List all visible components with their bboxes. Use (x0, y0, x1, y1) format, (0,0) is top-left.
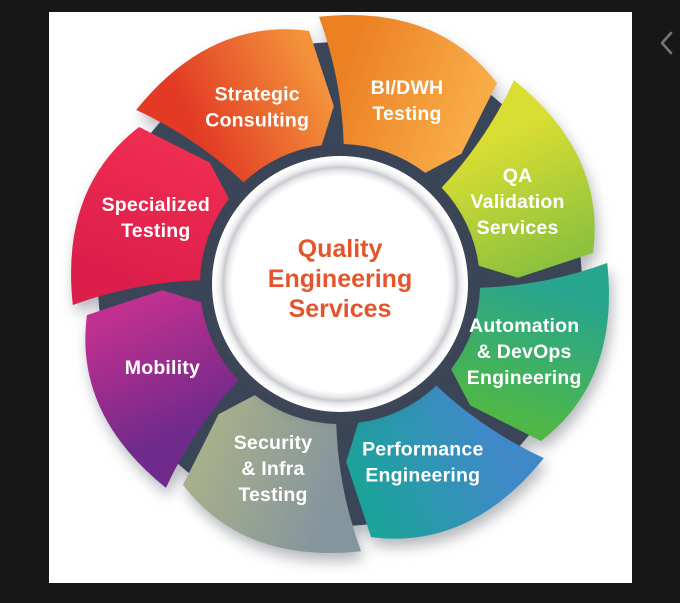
segment-mobility (85, 290, 239, 488)
segment-label-mobility: Mobility (125, 357, 200, 379)
chevron-left-icon (660, 31, 673, 55)
center-disc (212, 156, 468, 412)
segment-automation-devops-engineering (451, 263, 609, 441)
segment-label-specialized-testing: Specialized Testing (102, 194, 210, 242)
center-circle (212, 156, 468, 412)
segment-label-bi-dwh-testing: BI/DWH Testing (371, 77, 444, 125)
segment-label-strategic-consulting: Strategic Consulting (205, 83, 309, 131)
image-card: Quality Engineering Services BI/DWH Testing Q… (49, 12, 632, 583)
segment-label-performance-engineering: Performance Engineering (362, 439, 483, 487)
segment-qa-validation-services (441, 80, 595, 278)
segment-bi-dwh-testing (319, 15, 497, 173)
quality-engineering-wheel: Quality Engineering Services BI/DWH Testing Q… (71, 15, 609, 553)
segment-label-security-infra-testing: Security & Infra Testing (234, 432, 313, 506)
wheel-body (71, 15, 609, 553)
segment-label-automation-devops-engineering: Automation & DevOps Engineering (467, 315, 582, 389)
segment-strategic-consulting (136, 29, 334, 183)
segment-specialized-testing (71, 127, 229, 305)
segment-performance-engineering (346, 385, 544, 539)
segment-labels: BI/DWH Testing QA Validation Services Automat… (102, 77, 582, 506)
carousel-prev-button[interactable] (654, 28, 680, 58)
chevron-left-stroke (660, 31, 673, 55)
segment-security-infra-testing (183, 395, 361, 553)
segment-label-qa-validation-services: QA Validation Services (471, 165, 565, 239)
center-title: Quality Engineering Services (268, 235, 412, 323)
